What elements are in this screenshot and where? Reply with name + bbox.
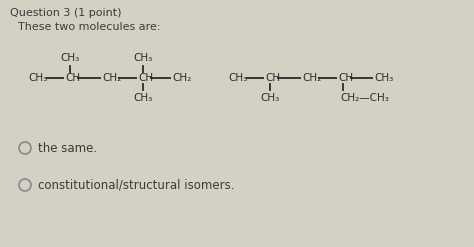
Text: CH₂: CH₂	[172, 73, 191, 83]
Text: CH: CH	[338, 73, 353, 83]
Text: CH₃: CH₃	[228, 73, 247, 83]
Text: CH₃: CH₃	[133, 53, 153, 63]
Text: CH₃: CH₃	[60, 53, 80, 63]
Text: These two molecules are:: These two molecules are:	[18, 22, 161, 32]
Text: CH₃: CH₃	[374, 73, 393, 83]
Text: CH₃: CH₃	[28, 73, 47, 83]
Text: CH₃: CH₃	[133, 93, 153, 103]
Text: CH: CH	[65, 73, 80, 83]
Text: CH: CH	[265, 73, 280, 83]
Text: Question 3 (1 point): Question 3 (1 point)	[10, 8, 121, 18]
Text: the same.: the same.	[38, 142, 97, 155]
Text: CH₂—CH₃: CH₂—CH₃	[340, 93, 389, 103]
Text: constitutional/structural isomers.: constitutional/structural isomers.	[38, 179, 235, 191]
Text: CH₃: CH₃	[260, 93, 280, 103]
Text: CH: CH	[138, 73, 153, 83]
Text: CH₂: CH₂	[302, 73, 321, 83]
Text: CH₂: CH₂	[102, 73, 121, 83]
